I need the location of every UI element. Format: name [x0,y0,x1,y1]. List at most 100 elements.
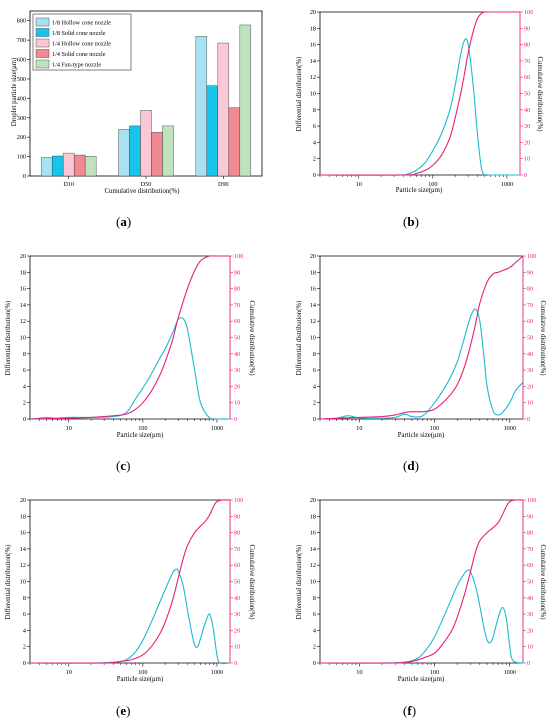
y-right-tick-label: 100 [234,497,243,504]
legend-swatch [35,17,50,27]
x-axis-label: Particle size(μm) [398,676,444,683]
y-right-tick-label: 0 [527,660,530,667]
y-left-tick-label: 6 [23,367,26,374]
x-tick-label: 10 [356,425,362,432]
y-right-tick-label: 40 [234,351,240,358]
panel-label-e: (e) [116,703,131,718]
y-right-tick-label: 70 [527,302,533,309]
y-right-tick-label: 0 [234,660,237,667]
x-axis-label: Particle size(μm) [396,187,442,194]
y-left-tick-label: 0 [23,416,26,423]
panel-label-a: (a) [116,214,132,229]
y-left-tick-label: 20 [310,497,316,504]
x-axis-label: Particle size(μm) [117,432,163,439]
bar-d10-series-1 [40,157,53,177]
y-right-tick-label: 60 [527,318,533,325]
y-right-tick-label: 40 [524,107,530,114]
y-tick-label: 200 [17,134,26,141]
bar-d90-series-3 [217,42,230,177]
y-right-tick-label: 20 [527,383,533,390]
legend-swatch [35,28,50,37]
bar-d50-series-2 [129,125,141,177]
y-right-tick-label: 30 [524,123,530,130]
y-tick-label: 100 [17,154,26,161]
differential-distribution-line [319,38,520,177]
differential-distribution-line [29,568,231,665]
y-right-tick-label: 100 [527,253,536,260]
y-right-tick-label: 30 [234,367,240,374]
chart-a: 0 100 200 300 400 500 600 700 800 D10 D50 D90 1/8 Ho… [11,10,263,195]
y-left-tick-label: 16 [20,530,26,537]
bar-d90-series-4 [228,107,241,177]
y-right-tick-label: 60 [524,74,530,81]
y-right-tick-label: 30 [527,611,533,618]
y-left-tick-label: 12 [20,562,26,569]
y-left-tick-label: 8 [313,107,316,114]
y-right-tick-label: 60 [527,562,533,569]
y-left-tick-label: 18 [310,269,316,276]
y-left-tick-label: 10 [20,335,26,342]
y-right-tick-label: 80 [524,42,530,49]
y-right-tick-label: 10 [527,644,533,651]
y-left-tick-label: 4 [313,627,316,634]
y-right-tick-label: 10 [524,156,530,163]
y-right-tick-label: 10 [234,644,240,651]
y-left-tick-label: 10 [310,91,316,98]
y-left-tick-label: 4 [313,383,316,390]
y-left-tick-label: 10 [310,335,316,342]
y-right-tick-label: 90 [527,269,533,276]
x-tick-label: 1000 [504,669,516,676]
bar-d90-series-5 [239,24,252,177]
y-left-tick-label: 4 [23,627,26,634]
y-right-tick-label: 10 [234,400,240,407]
y-right-tick-label: 90 [234,513,240,520]
y-left-tick-label: 2 [313,644,316,651]
y-right-tick-label: 60 [234,318,240,325]
legend-swatch [35,38,50,48]
y-right-tick-label: 10 [527,400,533,407]
x-axis-label: Cumulative distribution(%) [105,188,180,195]
y-axis-left-label: Differential distribution(%) [296,57,303,132]
y-left-tick-label: 10 [310,579,316,586]
y-left-tick-label: 0 [313,416,316,423]
panel-label-b: (b) [403,214,419,229]
legend-label: 1/4 Fan-type nozzle [52,62,101,69]
y-left-tick-label: 0 [313,172,316,179]
y-right-tick-label: 0 [234,416,237,423]
bar-d50-series-1 [118,129,130,177]
y-left-tick-label: 4 [23,383,26,390]
y-left-tick-label: 18 [20,513,26,520]
bar-d10-series-3 [62,152,75,177]
y-right-tick-label: 20 [524,139,530,146]
x-axis-label: Particle size(μm) [398,432,444,439]
y-left-tick-label: 12 [310,318,316,325]
y-right-tick-label: 80 [234,530,240,537]
panel-label-c: (c) [116,458,131,473]
y-right-tick-label: 70 [234,546,240,553]
y-left-tick-label: 0 [23,660,26,667]
x-tick-label: 100 [430,425,439,432]
y-left-tick-label: 0 [313,660,316,667]
y-axis-right-label: Cumulative distribution(%) [539,301,546,376]
y-left-tick-label: 8 [23,351,26,358]
y-right-tick-label: 100 [234,253,243,260]
bar-d50-series-4 [151,132,163,177]
y-left-tick-label: 12 [20,318,26,325]
panel-label-d: (d) [403,458,419,473]
y-left-tick-label: 16 [20,286,26,293]
bar-d10-series-2 [51,155,64,177]
x-tick-label: D90 [218,181,229,188]
y-left-tick-label: 2 [23,400,26,407]
y-left-tick-label: 6 [313,611,316,618]
x-tick-label: 100 [138,425,147,432]
y-left-tick-label: 14 [310,58,316,65]
y-left-tick-label: 16 [310,286,316,293]
y-left-tick-label: 2 [23,644,26,651]
y-right-tick-label: 50 [234,579,240,586]
y-axis-left-label: Differential distribution(%) [296,545,303,620]
x-axis-label: Particle size(μm) [117,676,163,683]
x-tick-label: 100 [428,181,437,188]
cumulative-distribution-line [319,11,520,176]
y-axis-right-label: Cumulative distribution(%) [539,545,546,620]
cumulative-distribution-line [29,499,231,664]
